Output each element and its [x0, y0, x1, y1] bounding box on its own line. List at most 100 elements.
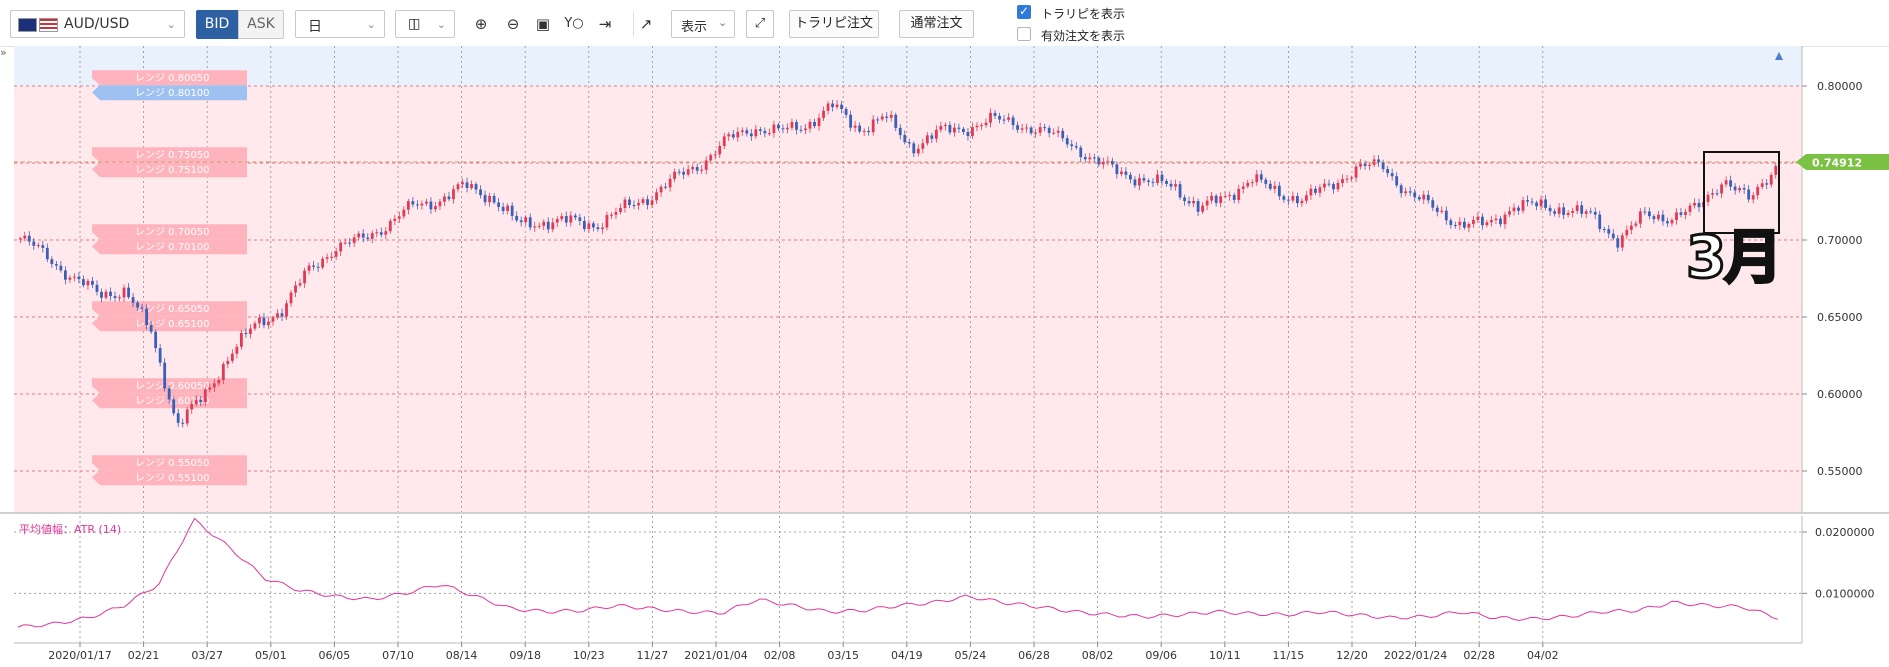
fullscreen-expand-button[interactable]: ⤢: [746, 10, 774, 38]
range-tag: レンジ 0.70050 レンジ 0.70100: [92, 224, 247, 255]
candle: [63, 266, 67, 285]
candle: [172, 396, 176, 416]
time-tick-label: 11/15: [1273, 649, 1305, 662]
candle: [1038, 122, 1042, 137]
candle: [163, 358, 167, 392]
y-axis-lock-icon[interactable]: Y○: [564, 16, 584, 31]
candle: [1052, 128, 1056, 135]
candle: [1408, 186, 1412, 197]
candle: [1106, 156, 1110, 166]
candle: [1232, 192, 1236, 204]
candle: [1607, 225, 1611, 239]
candle: [1336, 179, 1340, 192]
trailpip-order-button[interactable]: トラリピ注文: [789, 10, 879, 38]
price-tick-label: 0.55000: [1817, 465, 1863, 478]
candle: [1657, 210, 1660, 222]
current-price-tag: 0.74912: [1796, 154, 1889, 170]
candle: [375, 229, 379, 238]
candle: [1548, 204, 1552, 216]
candle: [41, 240, 45, 253]
scroll-to-end-icon[interactable]: ⇥: [598, 15, 612, 33]
time-axis[interactable]: 2020/01/17 02/21 03/27 05/01 06/05 07/10 08/14…: [48, 643, 1559, 662]
time-tick-label: 12/20: [1336, 649, 1368, 662]
range-tag: レンジ 0.65050 レンジ 0.65100: [92, 301, 247, 332]
show-valid-orders-checkbox[interactable]: [1017, 27, 1031, 41]
candle: [921, 138, 925, 154]
candle: [668, 174, 672, 192]
candle: [1264, 177, 1268, 189]
candle: [158, 344, 162, 367]
normal-order-button[interactable]: 通常注文: [899, 10, 974, 38]
candle: [1165, 178, 1168, 187]
candle: [1508, 206, 1511, 218]
candle: [1598, 210, 1602, 233]
candle: [912, 141, 916, 158]
indicator-icon[interactable]: ↗: [633, 12, 658, 36]
candle: [1471, 216, 1475, 228]
candle: [1616, 234, 1620, 253]
atr-chart[interactable]: 平均値幅：ATR (14) 0.0200000 0.0100000 2020/01…: [0, 516, 1889, 667]
candle: [817, 113, 821, 131]
candle: [370, 230, 374, 244]
candle: [876, 116, 880, 124]
candle: [907, 138, 911, 148]
candle: [745, 127, 749, 137]
ask-toggle[interactable]: ASK: [238, 10, 284, 39]
march-annotation: 3月: [1684, 223, 1783, 291]
candle: [339, 240, 343, 256]
candle: [1715, 189, 1719, 197]
price-axis[interactable]: 0.800000.750000.700000.650000.600000.550…: [1802, 80, 1863, 478]
candle: [1562, 203, 1566, 220]
timeframe-select[interactable]: 日 ⌄: [295, 10, 385, 38]
chart-type-select[interactable]: ▯▯ ⌄: [395, 10, 455, 38]
timeframe-value: 日: [308, 19, 322, 35]
display-menu-button[interactable]: 表示 ⌄: [671, 10, 735, 38]
symbol-selector[interactable]: AUD/USD ⌄: [10, 10, 185, 38]
price-tick-label: 0.80000: [1817, 80, 1863, 93]
time-tick-label: 09/06: [1145, 649, 1177, 662]
fit-screen-icon[interactable]: ▣: [535, 15, 551, 33]
candle: [470, 180, 473, 191]
range-tag-label: レンジ 0.70100: [135, 242, 210, 253]
candle: [1246, 179, 1250, 189]
zoom-in-icon[interactable]: ⊕: [474, 15, 488, 33]
candle: [533, 221, 537, 232]
candle: [1065, 135, 1069, 148]
collapse-panel-button[interactable]: »: [0, 46, 7, 59]
range-tag: レンジ 0.55050 レンジ 0.55100: [92, 455, 247, 486]
bid-toggle[interactable]: BID: [196, 10, 238, 39]
candle: [1332, 181, 1335, 194]
chevron-down-icon: ⌄: [436, 18, 446, 31]
candle: [510, 202, 514, 221]
candle: [528, 213, 532, 231]
candle: [1697, 198, 1701, 212]
candle: [1584, 209, 1588, 219]
candle: [465, 177, 469, 193]
atr-vertical-grid: [79, 516, 1544, 643]
candle: [1228, 191, 1232, 201]
candle: [831, 99, 834, 112]
range-tag-label: レンジ 0.65100: [135, 319, 210, 330]
time-tick-label: 2021/01/04: [684, 649, 747, 662]
zoom-out-icon[interactable]: ⊖: [506, 15, 520, 33]
candle: [781, 124, 785, 134]
candle: [479, 185, 482, 199]
chevron-down-icon: ⌄: [718, 16, 728, 29]
range-up-arrow-icon[interactable]: [1775, 52, 1783, 60]
candle: [934, 125, 938, 143]
candle: [239, 329, 243, 350]
candle: [1268, 180, 1272, 191]
candle: [795, 119, 798, 135]
candle: [1160, 170, 1164, 186]
candle: [1327, 179, 1331, 187]
chevron-down-icon: ⌄: [366, 18, 376, 31]
candle: [826, 101, 830, 115]
candle: [939, 121, 943, 133]
show-trailpip-checkbox[interactable]: ✓: [1017, 4, 1031, 19]
atr-axis[interactable]: 0.0200000 0.0100000: [1802, 526, 1875, 600]
candle: [700, 165, 704, 175]
candle: [519, 216, 523, 227]
candle: [253, 320, 257, 331]
